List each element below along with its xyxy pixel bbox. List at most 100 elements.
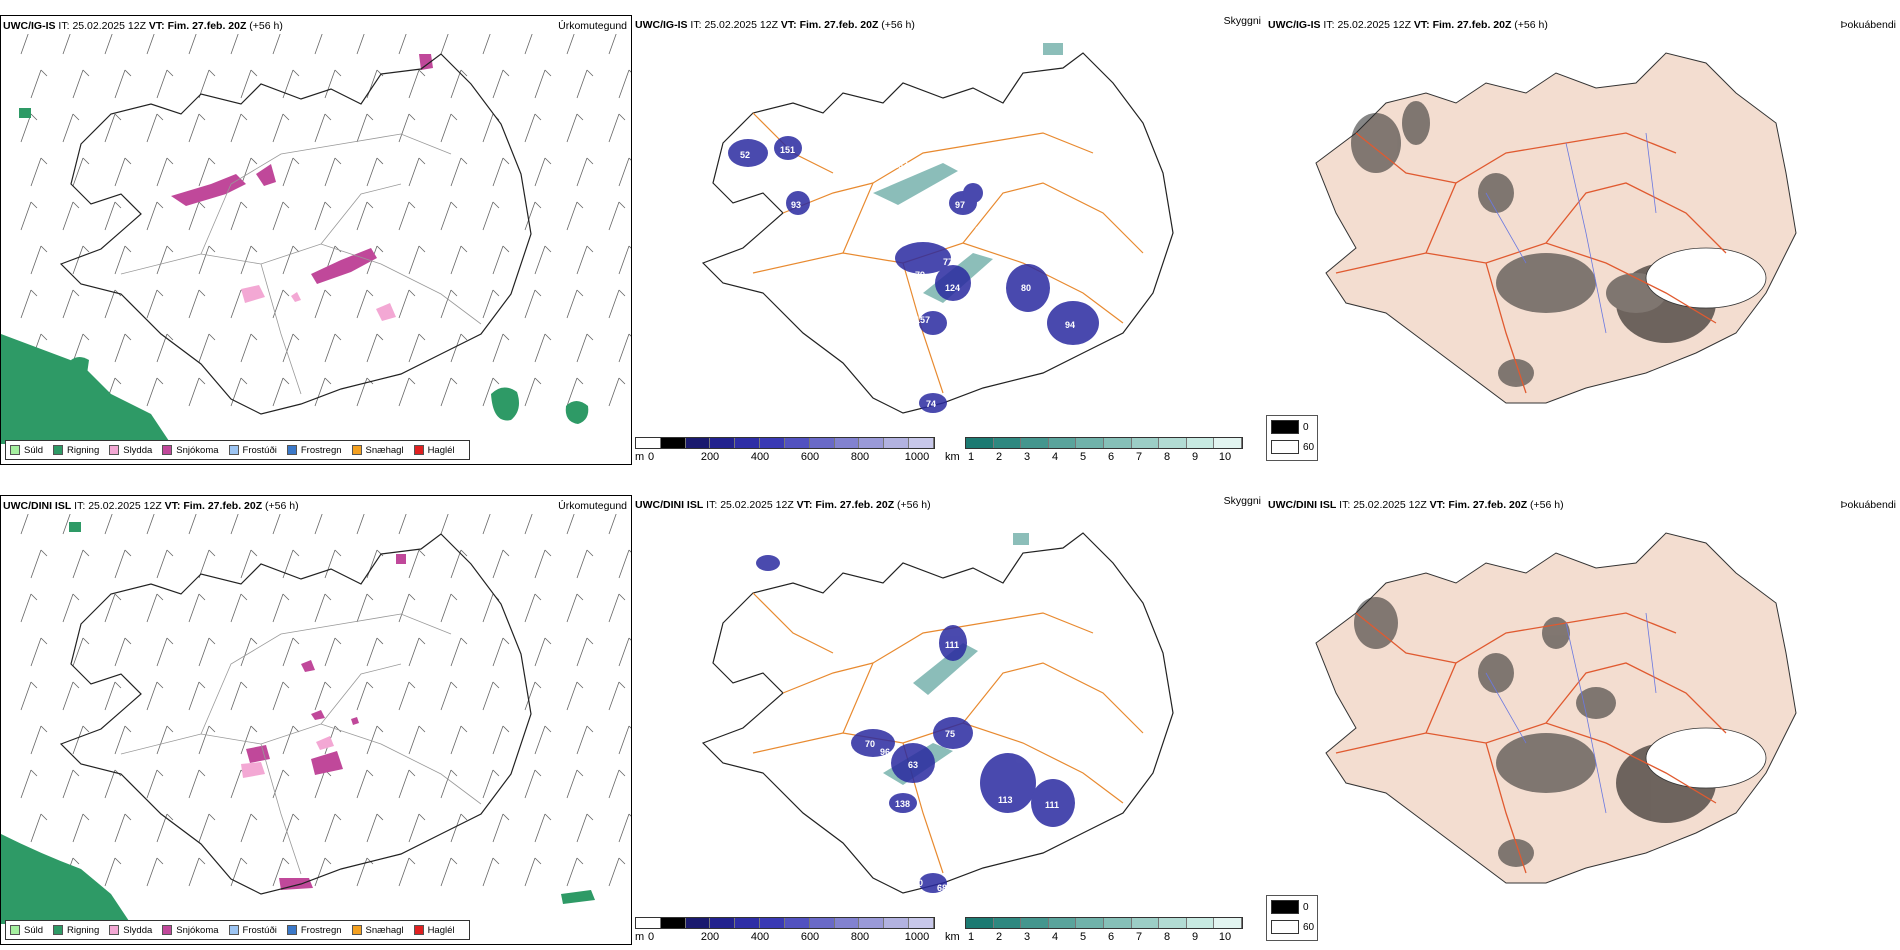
height-tick: 800 xyxy=(850,451,870,463)
wind-barb xyxy=(114,157,132,187)
wind-barb xyxy=(450,549,468,579)
precip-panel-bottom: UWC/DINI ISL IT: 25.02.2025 12Z VT: Fim.… xyxy=(0,495,632,945)
panel-header: UWC/IG-IS IT: 25.02.2025 12Z VT: Fim. 27… xyxy=(635,19,915,31)
wind-barb xyxy=(482,34,491,55)
legend-item: Súld xyxy=(10,925,43,936)
wind-barb xyxy=(398,514,407,535)
wind-barb xyxy=(314,113,332,143)
snow-area xyxy=(311,751,343,775)
wind-barb xyxy=(198,813,216,843)
wind-barb xyxy=(534,637,552,667)
legend-swatch xyxy=(351,925,362,935)
vis-label: 70 xyxy=(865,739,875,749)
land-fill xyxy=(1315,52,1797,404)
height-tick: 400 xyxy=(750,451,770,463)
wind-barb xyxy=(450,637,468,667)
visibility-unit: km xyxy=(945,931,960,943)
wind-barb xyxy=(618,245,631,275)
wind-barb xyxy=(576,813,594,843)
height-colorbar-strip xyxy=(635,437,935,449)
wind-barb xyxy=(608,201,626,231)
wind-barb xyxy=(156,69,174,99)
wind-barb xyxy=(30,245,48,275)
wind-barb xyxy=(576,245,594,275)
vis-label: 81 xyxy=(878,290,888,300)
wind-barb xyxy=(482,514,491,535)
visibility-colorbar: km 1 2 3 4 5 6 7 8 9 10 xyxy=(945,917,1243,945)
low-cloud-fill xyxy=(756,555,1075,893)
wind-barb xyxy=(230,593,248,623)
height-tick: 0 xyxy=(647,451,655,463)
wind-barb xyxy=(188,681,206,711)
wind-barb xyxy=(356,34,365,55)
wind-barb xyxy=(188,377,206,407)
visibility-tick: 4 xyxy=(1051,451,1059,463)
fog-index-legend: 0 60 xyxy=(1266,895,1318,941)
wind-barb xyxy=(492,69,510,99)
fog-legend-label: 0 xyxy=(1303,902,1309,913)
wind-barb xyxy=(198,333,216,363)
wind-barb xyxy=(62,289,80,319)
wind-barb xyxy=(72,637,90,667)
legend-swatch xyxy=(413,445,424,455)
wind-barb xyxy=(398,34,407,55)
wind-barb xyxy=(566,289,584,319)
wind-barb xyxy=(450,813,468,843)
vis-label: 52 xyxy=(740,150,750,160)
precip-map xyxy=(1,514,631,924)
visibility-tick: 10 xyxy=(1218,931,1232,943)
panel-title: Skyggni xyxy=(1223,15,1261,27)
wind-barb xyxy=(492,549,510,579)
legend-item: Slydda xyxy=(109,925,152,936)
wind-barb xyxy=(282,157,300,187)
fog-legend-label: 0 xyxy=(1303,422,1309,433)
legend-swatch xyxy=(228,925,239,935)
sleet-area xyxy=(241,762,265,778)
visibility-tick: 9 xyxy=(1191,931,1199,943)
sleet-area xyxy=(241,285,265,303)
wind-barb xyxy=(440,377,458,407)
wind-barb xyxy=(492,637,510,667)
wind-barb xyxy=(450,333,468,363)
wind-barb xyxy=(608,769,626,799)
wind-barb xyxy=(146,377,164,407)
rain-area xyxy=(491,387,519,421)
wind-barb xyxy=(72,549,90,579)
legend-swatch xyxy=(53,925,64,935)
wind-barb xyxy=(356,769,374,799)
wind-barb xyxy=(618,157,631,187)
wind-barb xyxy=(618,813,631,843)
wind-barb xyxy=(230,857,248,887)
rain-area xyxy=(565,401,589,424)
wind-barb xyxy=(408,245,426,275)
wind-barb xyxy=(482,857,500,887)
wind-barb xyxy=(188,857,206,887)
snow-area xyxy=(311,710,325,720)
wind-barb xyxy=(566,377,584,407)
rain-area xyxy=(69,522,81,532)
visibility-tick: 2 xyxy=(995,451,1003,463)
vis-label: 79 xyxy=(915,270,925,280)
wind-barb xyxy=(366,157,384,187)
wind-barb xyxy=(282,245,300,275)
visibility-unit: km xyxy=(945,451,960,463)
wind-barb xyxy=(440,113,458,143)
visibility-colorbar-strip xyxy=(965,917,1243,929)
wind-barb xyxy=(188,34,197,55)
panel-header: UWC/DINI ISL IT: 25.02.2025 12Z VT: Fim.… xyxy=(1268,499,1564,511)
wind-barb xyxy=(356,514,365,535)
height-tick: 600 xyxy=(800,931,820,943)
wind-barb xyxy=(314,681,332,711)
vis-label: 97 xyxy=(955,200,965,210)
wind-barb xyxy=(324,813,342,843)
wind-barb xyxy=(104,593,122,623)
wind-barb xyxy=(62,593,80,623)
wind-barb xyxy=(366,725,384,755)
legend-item: Snæhagl xyxy=(351,925,404,936)
wind-barb xyxy=(440,289,458,319)
coastline xyxy=(59,533,532,895)
panel-title: Þokuábendi xyxy=(1840,499,1896,511)
height-tick: 800 xyxy=(850,931,870,943)
wind-barb xyxy=(240,549,258,579)
wind-barb xyxy=(450,69,468,99)
